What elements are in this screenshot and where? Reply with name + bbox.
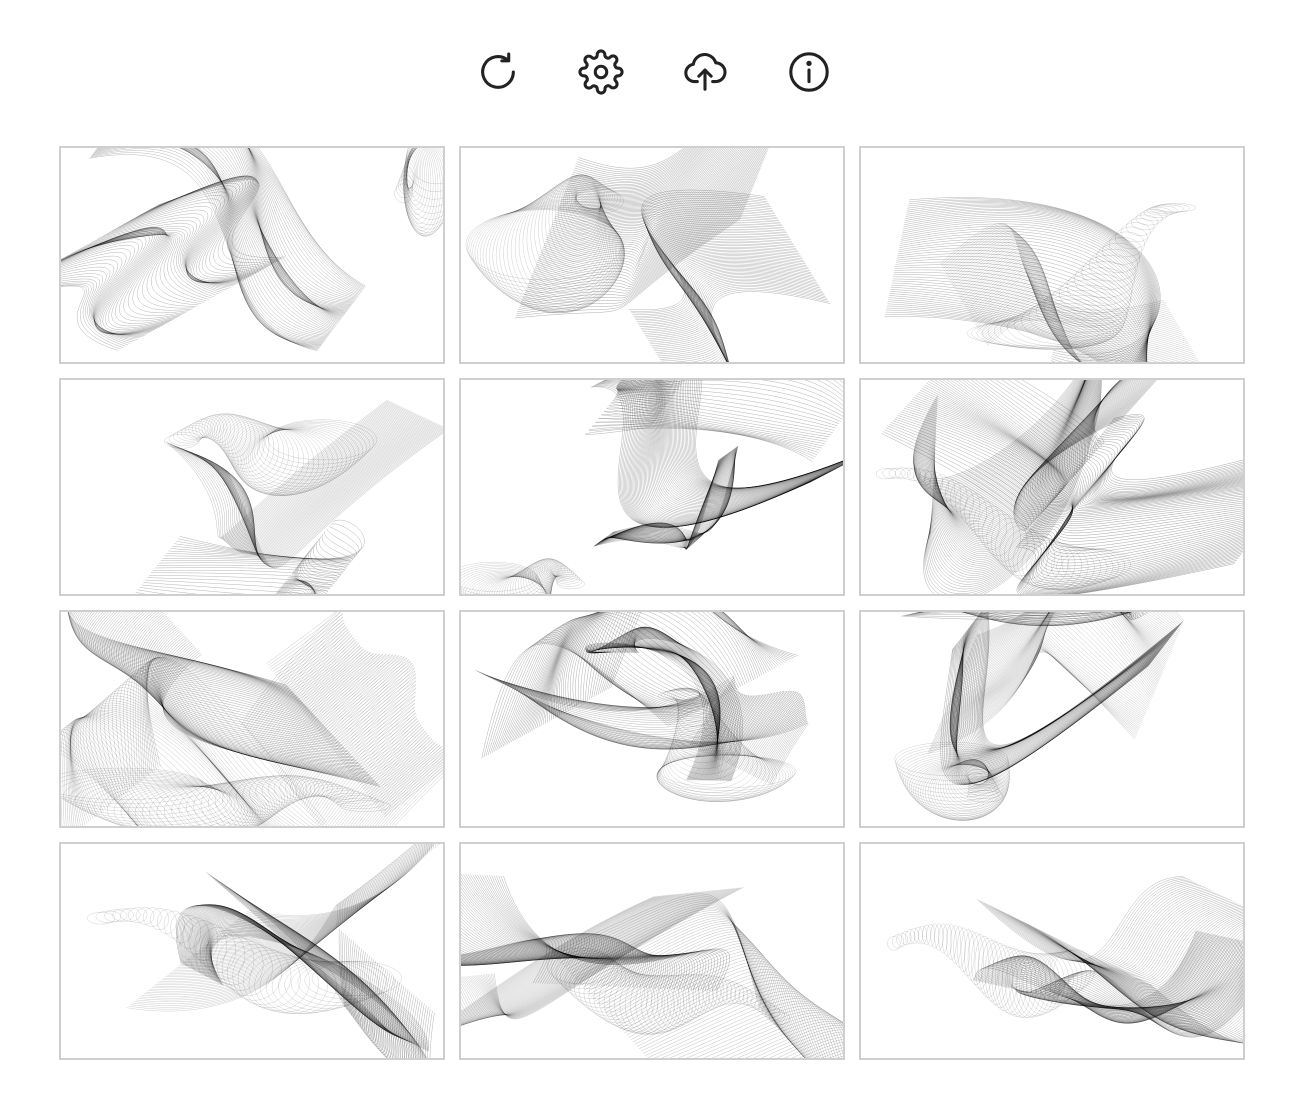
artwork-drawing	[475, 612, 809, 802]
artwork-gallery	[59, 146, 1247, 1060]
artwork-6[interactable]	[859, 378, 1245, 596]
artwork-drawing	[894, 612, 1185, 821]
artwork-drawing	[875, 380, 1243, 594]
artwork-11[interactable]	[459, 842, 845, 1060]
info-button[interactable]	[781, 44, 837, 100]
artwork-8[interactable]	[459, 610, 845, 828]
artwork-12[interactable]	[859, 842, 1245, 1060]
artwork-9[interactable]	[859, 610, 1245, 828]
artwork-1[interactable]	[59, 146, 445, 364]
artwork-drawing	[461, 380, 843, 594]
info-icon	[789, 52, 829, 92]
artwork-7[interactable]	[59, 610, 445, 828]
settings-button[interactable]	[573, 44, 629, 100]
refresh-icon	[481, 52, 515, 89]
artwork-drawing	[87, 844, 440, 1058]
regenerate-button[interactable]	[470, 44, 526, 100]
artwork-drawing	[61, 148, 443, 351]
artwork-10[interactable]	[59, 842, 445, 1060]
artwork-drawing	[61, 612, 443, 826]
upload-button[interactable]	[677, 44, 733, 100]
gear-icon	[578, 49, 624, 95]
artwork-drawing	[465, 148, 831, 362]
artwork-drawing	[887, 876, 1243, 1044]
artwork-2[interactable]	[459, 146, 845, 364]
artwork-3[interactable]	[859, 146, 1245, 364]
artwork-drawing	[135, 399, 443, 594]
cloud-upload-icon	[684, 53, 727, 91]
artwork-drawing	[461, 874, 843, 1058]
artwork-5[interactable]	[459, 378, 845, 596]
artwork-drawing	[884, 197, 1200, 362]
artwork-4[interactable]	[59, 378, 445, 596]
toolbar	[0, 44, 1294, 100]
